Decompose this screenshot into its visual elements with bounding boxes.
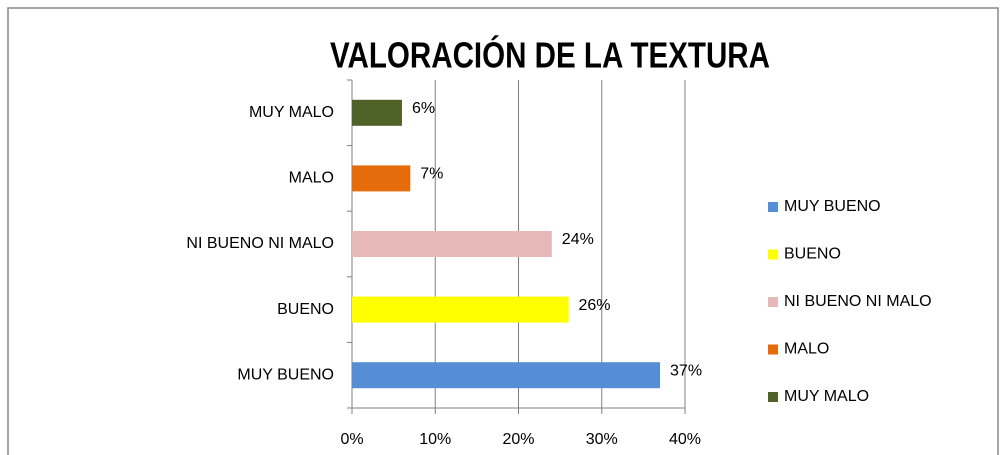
legend-label: BUENO	[784, 246, 841, 263]
legend-swatch	[768, 392, 778, 402]
legend-swatch	[768, 202, 778, 212]
data-label: 26%	[578, 297, 610, 314]
data-label: 24%	[562, 231, 594, 248]
x-tick-label: 20%	[502, 431, 534, 448]
legend-label: NI BUENO NI MALO	[784, 293, 932, 310]
legend-label: MUY BUENO	[784, 198, 881, 215]
legend-label: MUY MALO	[784, 388, 869, 405]
bar	[352, 296, 569, 323]
y-tick-label: MUY BUENO	[237, 366, 334, 383]
legend-swatch	[768, 297, 778, 307]
x-tick-label: 0%	[340, 431, 363, 448]
legend-swatch	[768, 249, 778, 260]
y-tick-label: MALO	[289, 170, 334, 187]
data-label: 6%	[412, 100, 435, 117]
bar	[352, 165, 411, 192]
x-tick-label: 30%	[586, 431, 618, 448]
legend-swatch	[768, 344, 778, 355]
y-tick-label: NI BUENO NI MALO	[186, 235, 334, 252]
bar	[352, 231, 552, 257]
x-tick-label: 10%	[419, 431, 451, 448]
legend-label: MALO	[784, 341, 829, 358]
y-tick-label: BUENO	[277, 301, 334, 318]
x-tick-label: 40%	[669, 431, 701, 448]
chart-title: VALORACIÓN DE LA TEXTURA	[330, 34, 770, 76]
data-label: 37%	[670, 362, 702, 379]
data-label: 7%	[420, 166, 443, 183]
bar	[352, 99, 402, 126]
bar	[352, 362, 661, 389]
y-tick-label: MUY MALO	[249, 104, 334, 121]
